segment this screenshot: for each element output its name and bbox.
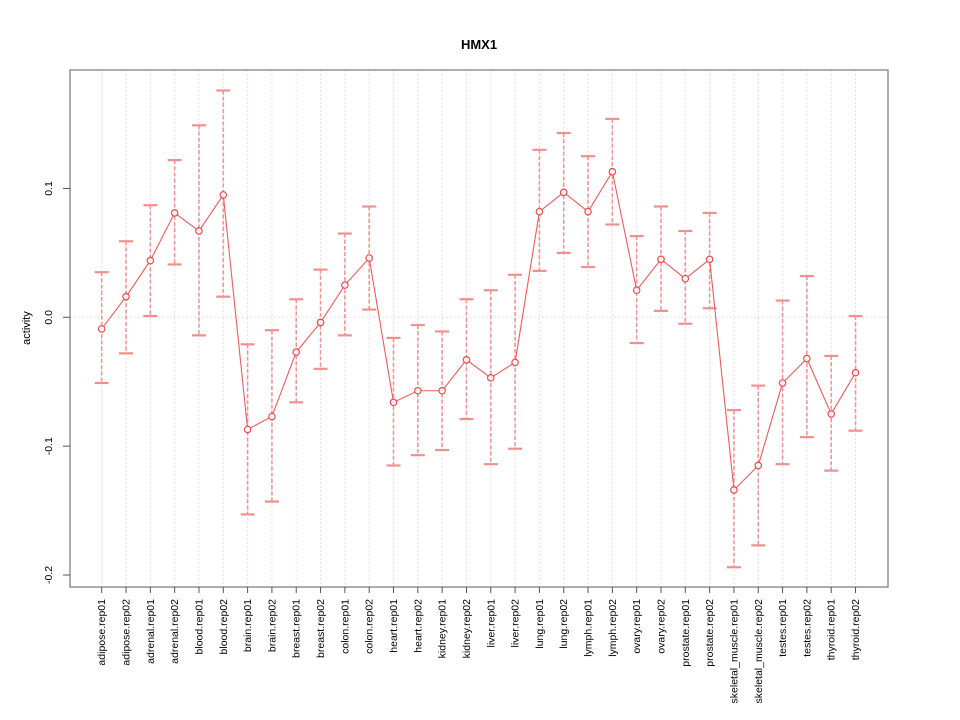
x-tick-label: lymph.rep01 <box>583 599 595 657</box>
x-tick-label: lymph.rep02 <box>607 599 619 657</box>
x-tick-label: breast.rep01 <box>291 599 303 658</box>
y-tick-label: -0.1 <box>43 437 55 455</box>
data-point <box>486 374 495 382</box>
x-tick-label: prostate.rep01 <box>680 599 692 667</box>
data-point <box>243 425 252 434</box>
x-tick-label: adrenal.rep01 <box>145 599 157 664</box>
x-tick-label: kidney.rep02 <box>461 599 473 659</box>
data-point <box>122 292 130 301</box>
x-tick-label: skeletal_muscle.rep02 <box>753 599 765 704</box>
data-point <box>657 255 665 264</box>
data-point <box>389 398 398 407</box>
data-point <box>195 227 203 235</box>
grid-layer <box>70 70 888 587</box>
data-point <box>559 188 568 197</box>
data-point <box>146 256 155 265</box>
data-point <box>608 167 617 176</box>
x-tick-label: testes.rep01 <box>777 599 789 657</box>
data-point <box>292 348 301 356</box>
data-point <box>632 286 641 295</box>
axis-layer: 0.1 0.0 -0.1 -0.2 adipose.rep01 adipose.rep02… <box>43 69 889 704</box>
data-point <box>268 412 276 421</box>
x-tick-label: blood.rep01 <box>193 599 205 655</box>
data-point <box>827 410 836 418</box>
x-tick-label: liver.rep01 <box>485 599 497 648</box>
x-tick-label: lung.rep02 <box>558 599 570 649</box>
x-tick-label: brain.rep01 <box>242 599 254 652</box>
data-point <box>754 461 763 470</box>
x-tick-label: heart.rep02 <box>412 599 424 653</box>
y-axis-title: activity <box>21 311 33 345</box>
x-tick-label: ovary.rep02 <box>655 599 667 654</box>
data-point <box>730 486 738 494</box>
y-tick-label: 0.0 <box>43 310 55 325</box>
x-tick-label: brain.rep02 <box>266 599 278 652</box>
x-tick-label: colon.rep02 <box>364 599 376 654</box>
x-tick-label: adipose.rep01 <box>96 599 108 666</box>
x-tick-label: prostate.rep02 <box>704 599 716 667</box>
x-tick-label: colon.rep01 <box>339 599 351 654</box>
data-point <box>851 368 860 377</box>
data-point <box>778 379 787 387</box>
data-point <box>219 191 228 199</box>
data-point <box>803 354 811 363</box>
plot-box <box>69 69 889 588</box>
data-layer <box>94 89 863 569</box>
data-point <box>170 209 179 217</box>
x-tick-label: heart.rep01 <box>388 599 400 653</box>
chart-title: HMX1 <box>461 37 497 52</box>
data-point <box>462 356 471 364</box>
x-tick-label: thyroid.rep02 <box>850 599 862 660</box>
x-tick-label: adipose.rep02 <box>121 599 133 666</box>
x-tick-label: ovary.rep01 <box>631 599 643 654</box>
data-point <box>535 207 544 216</box>
x-tick-label: testes.rep02 <box>801 599 813 657</box>
x-tick-label: breast.rep02 <box>315 599 327 658</box>
x-tick-label: liver.rep02 <box>510 599 522 648</box>
data-point <box>414 386 422 395</box>
data-point <box>316 318 325 327</box>
data-point <box>438 386 446 395</box>
data-point <box>365 254 373 262</box>
y-tick-label: -0.2 <box>43 566 55 584</box>
x-tick-label: lung.rep01 <box>534 599 546 649</box>
x-tick-label: adrenal.rep02 <box>169 599 181 664</box>
series-line <box>101 170 857 492</box>
data-point <box>97 325 106 333</box>
data-point <box>584 207 592 216</box>
x-tick-label: thyroid.rep01 <box>826 599 838 660</box>
data-point <box>705 255 714 264</box>
x-tick-label: skeletal_muscle.rep01 <box>728 599 740 704</box>
x-tick-label: kidney.rep01 <box>437 599 449 659</box>
data-point <box>341 281 349 289</box>
x-tick-label: blood.rep02 <box>218 599 230 655</box>
data-point <box>511 358 519 367</box>
data-point <box>681 274 690 283</box>
y-tick-label: 0.1 <box>43 181 55 196</box>
